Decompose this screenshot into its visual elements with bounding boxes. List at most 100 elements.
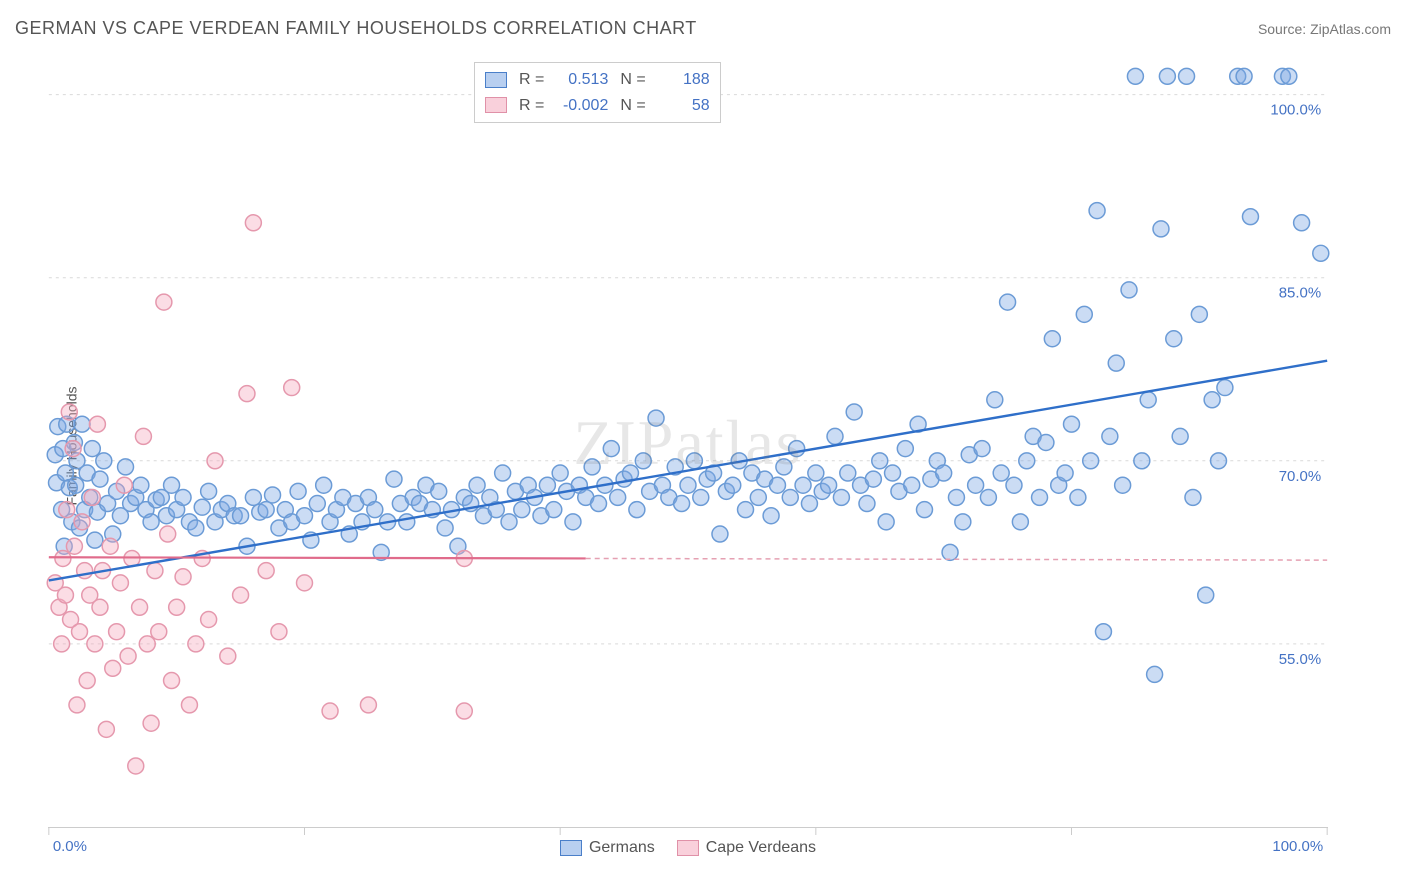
german-point: [87, 532, 103, 548]
capeverdean-point: [143, 715, 159, 731]
german-point: [840, 465, 856, 481]
legend-label: Germans: [589, 839, 655, 857]
german-point: [1006, 477, 1022, 493]
german-point: [1166, 331, 1182, 347]
german-point: [1064, 416, 1080, 432]
capeverdean-point: [297, 575, 313, 591]
german-point: [118, 459, 134, 475]
trend-line: [49, 557, 586, 558]
german-point: [789, 441, 805, 457]
german-point: [1159, 68, 1175, 84]
capeverdean-point: [55, 550, 71, 566]
german-point: [948, 489, 964, 505]
german-point: [1211, 453, 1227, 469]
capeverdean-point: [188, 636, 204, 652]
german-point: [885, 465, 901, 481]
capeverdean-point: [220, 648, 236, 664]
capeverdean-point: [109, 624, 125, 640]
legend-item: Germans: [560, 839, 655, 857]
capeverdean-point: [239, 386, 255, 402]
german-point: [92, 471, 108, 487]
german-point: [1313, 245, 1329, 261]
german-point: [1140, 392, 1156, 408]
r-label: R =: [519, 67, 544, 93]
n-value: 188: [654, 67, 710, 93]
capeverdean-point: [169, 599, 185, 615]
german-point: [143, 514, 159, 530]
german-point: [776, 459, 792, 475]
title-bar: GERMAN VS CAPE VERDEAN FAMILY HOUSEHOLDS…: [15, 18, 1391, 39]
german-point: [546, 502, 562, 518]
capeverdean-point: [271, 624, 287, 640]
german-point: [399, 514, 415, 530]
german-point: [501, 514, 517, 530]
capeverdean-point: [181, 697, 197, 713]
german-point: [201, 483, 217, 499]
german-point: [769, 477, 785, 493]
capeverdean-point: [164, 673, 180, 689]
german-point: [431, 483, 447, 499]
german-point: [565, 514, 581, 530]
german-point: [386, 471, 402, 487]
german-point: [74, 416, 90, 432]
german-point: [1281, 68, 1297, 84]
capeverdean-point: [139, 636, 155, 652]
capeverdean-point: [135, 428, 151, 444]
svg-text:70.0%: 70.0%: [1279, 468, 1321, 485]
german-point: [974, 441, 990, 457]
german-point: [955, 514, 971, 530]
german-point: [1089, 203, 1105, 219]
capeverdean-point: [132, 599, 148, 615]
capeverdean-point: [54, 636, 70, 652]
german-point: [725, 477, 741, 493]
german-point: [1172, 428, 1188, 444]
german-point: [1083, 453, 1099, 469]
german-point: [1076, 306, 1092, 322]
bottom-legend: Germans Cape Verdeans: [48, 839, 1328, 857]
german-point: [680, 477, 696, 493]
german-point: [648, 410, 664, 426]
german-point: [1179, 68, 1195, 84]
source-label: Source: ZipAtlas.com: [1258, 21, 1391, 37]
capeverdean-point: [57, 587, 73, 603]
german-point: [290, 483, 306, 499]
german-point: [1191, 306, 1207, 322]
capeverdean-point: [207, 453, 223, 469]
german-point: [763, 508, 779, 524]
stats-box: R =0.513N =188R =-0.002N =58: [474, 62, 721, 123]
german-point: [1185, 489, 1201, 505]
german-point: [693, 489, 709, 505]
capeverdean-point: [456, 703, 472, 719]
capeverdean-point: [79, 673, 95, 689]
german-point: [635, 453, 651, 469]
german-point: [686, 453, 702, 469]
capeverdean-point: [69, 697, 85, 713]
capeverdean-point: [98, 721, 114, 737]
n-value: 58: [654, 93, 710, 119]
german-point: [1147, 666, 1163, 682]
german-point: [917, 502, 933, 518]
capeverdean-point: [151, 624, 167, 640]
german-point: [265, 487, 281, 503]
german-point: [514, 502, 530, 518]
german-point: [904, 477, 920, 493]
german-point: [897, 441, 913, 457]
german-point: [610, 489, 626, 505]
german-point: [674, 496, 690, 512]
german-point: [309, 496, 325, 512]
legend-item: Cape Verdeans: [677, 839, 816, 857]
r-label: R =: [519, 93, 544, 119]
capeverdean-point: [87, 636, 103, 652]
german-point: [133, 477, 149, 493]
capeverdean-point: [102, 538, 118, 554]
german-point: [1102, 428, 1118, 444]
svg-text:55.0%: 55.0%: [1279, 651, 1321, 668]
german-point: [942, 544, 958, 560]
capeverdean-point: [233, 587, 249, 603]
legend-swatch: [485, 97, 507, 113]
capeverdean-point: [147, 563, 163, 579]
capeverdean-point: [201, 612, 217, 628]
german-point: [1198, 587, 1214, 603]
german-point: [1121, 282, 1137, 298]
capeverdean-point: [89, 416, 105, 432]
